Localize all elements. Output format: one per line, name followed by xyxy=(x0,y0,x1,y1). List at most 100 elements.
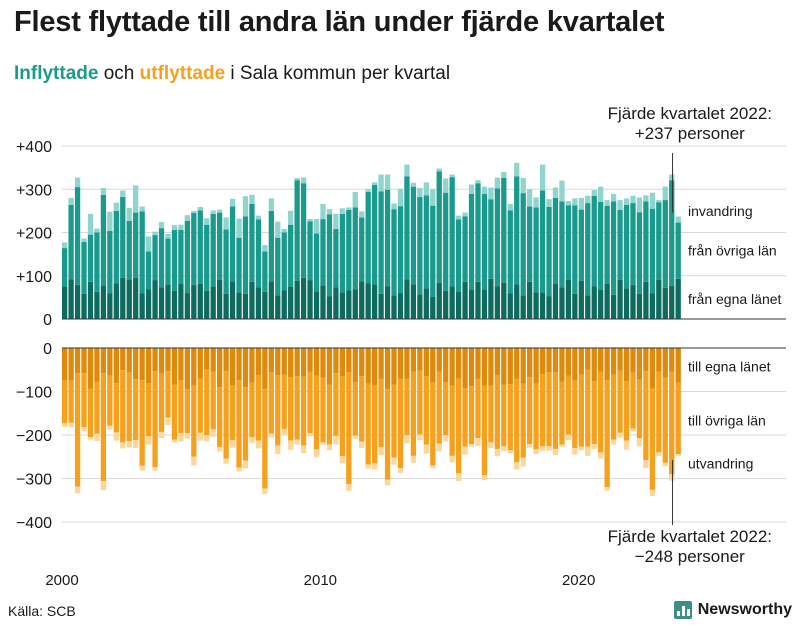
bar-in-other-counties xyxy=(171,229,178,291)
brand-name: Newsworthy xyxy=(697,601,792,618)
bar-in-own-county xyxy=(145,289,152,319)
bar-out-own-county xyxy=(217,348,223,388)
bar-in-immigration xyxy=(636,197,643,213)
bar-in-own-county xyxy=(100,285,107,319)
bar-in-immigration xyxy=(113,202,119,211)
bar-out-own-county xyxy=(145,348,152,384)
bar-in-other-counties xyxy=(87,234,94,282)
bar-out-other-counties xyxy=(423,376,429,445)
bar-out-emigration xyxy=(468,444,475,447)
bar-in-immigration xyxy=(320,203,326,220)
bar-in-immigration xyxy=(68,197,74,205)
bar-out-emigration xyxy=(313,449,320,458)
bar-in-own-county xyxy=(384,286,391,319)
bar-out-emigration xyxy=(120,442,126,449)
bar-out-other-counties xyxy=(152,371,158,468)
bar-out-other-counties xyxy=(139,380,145,466)
bar-out-other-counties xyxy=(262,388,268,489)
bar-in-other-counties xyxy=(139,211,145,294)
bar-out-emigration xyxy=(591,444,597,449)
bar-in-other-counties xyxy=(320,219,326,286)
bar-in-immigration xyxy=(352,191,358,208)
bar-in-own-county xyxy=(210,286,216,319)
bar-out-own-county xyxy=(288,348,294,378)
bar-in-own-county xyxy=(662,287,668,319)
bar-in-immigration xyxy=(501,171,507,179)
bar-out-own-county xyxy=(249,348,255,383)
bar-out-emigration xyxy=(559,444,565,448)
bar-in-immigration xyxy=(152,231,158,236)
bar-out-other-counties xyxy=(242,387,249,461)
bar-in-other-counties xyxy=(255,219,262,288)
bar-out-other-counties xyxy=(307,371,313,434)
bar-out-other-counties xyxy=(591,381,597,445)
bar-out-emigration xyxy=(81,427,87,432)
bar-out-own-county xyxy=(404,348,410,379)
bar-in-own-county xyxy=(139,293,145,319)
bar-out-other-counties xyxy=(223,371,229,459)
bar-in-immigration xyxy=(539,164,546,191)
bar-in-other-counties xyxy=(81,242,87,294)
bar-in-own-county xyxy=(527,281,533,319)
bar-in-other-counties xyxy=(662,200,668,288)
bar-out-own-county xyxy=(171,348,178,385)
bar-in-other-counties xyxy=(378,191,384,294)
bar-out-own-county xyxy=(210,348,216,372)
bar-in-immigration xyxy=(475,180,481,184)
bar-out-own-county xyxy=(656,348,662,372)
bar-in-other-counties xyxy=(604,205,610,284)
bar-in-other-counties xyxy=(281,232,287,291)
bar-out-other-counties xyxy=(527,377,533,445)
bar-out-emigration xyxy=(617,432,623,438)
bar-out-own-county xyxy=(236,348,242,381)
bar-out-own-county xyxy=(475,348,481,379)
bar-in-other-counties xyxy=(610,201,617,295)
bar-out-other-counties xyxy=(171,384,178,440)
bar-out-other-counties xyxy=(669,371,675,475)
bar-in-own-county xyxy=(300,277,307,319)
bar-out-emigration xyxy=(423,444,429,454)
bar-out-other-counties xyxy=(507,384,513,451)
top-legend-label: från övriga län xyxy=(688,243,777,259)
bar-in-other-counties xyxy=(242,216,249,294)
brand-logo: Newsworthy xyxy=(673,601,792,619)
bar-out-emigration xyxy=(662,462,668,467)
bar-out-other-counties xyxy=(488,385,494,443)
bar-out-own-county xyxy=(591,348,597,382)
bar-in-immigration xyxy=(339,208,346,214)
bar-in-own-county xyxy=(94,291,100,319)
bar-out-own-county xyxy=(669,348,675,372)
bar-out-other-counties xyxy=(443,382,449,435)
note-bottom: Fjärde kvartalet 2022: −248 personer xyxy=(608,527,772,567)
bar-out-other-counties xyxy=(352,382,358,436)
bar-in-own-county xyxy=(585,295,591,319)
bar-in-other-counties xyxy=(268,210,274,282)
bar-out-emigration xyxy=(475,438,481,446)
bar-out-emigration xyxy=(288,440,294,450)
bar-out-emigration xyxy=(87,437,94,440)
bar-out-other-counties xyxy=(514,378,520,462)
bar-in-own-county xyxy=(565,279,572,319)
bar-in-own-county xyxy=(352,289,358,319)
bar-out-emigration xyxy=(539,446,546,451)
bar-out-emigration xyxy=(443,435,449,442)
bar-in-immigration xyxy=(598,186,604,202)
bar-in-own-county xyxy=(281,290,287,319)
bar-out-other-counties xyxy=(191,384,197,457)
bar-in-own-county xyxy=(223,293,229,319)
bar-in-own-county xyxy=(552,283,559,319)
bar-in-own-county xyxy=(455,291,462,319)
bar-in-own-county xyxy=(372,284,378,319)
bar-out-own-county xyxy=(623,348,630,382)
bar-in-own-county xyxy=(81,293,87,319)
bar-out-emigration xyxy=(565,434,572,441)
bar-in-immigration xyxy=(275,221,281,238)
bar-in-own-county xyxy=(178,283,184,319)
bar-in-own-county xyxy=(326,296,333,319)
bar-in-immigration xyxy=(236,218,242,238)
bar-out-other-counties xyxy=(494,374,501,449)
bar-in-other-counties xyxy=(204,224,210,291)
bar-out-other-counties xyxy=(610,374,617,440)
bar-in-own-county xyxy=(430,296,436,319)
bar-in-own-county xyxy=(468,289,475,319)
